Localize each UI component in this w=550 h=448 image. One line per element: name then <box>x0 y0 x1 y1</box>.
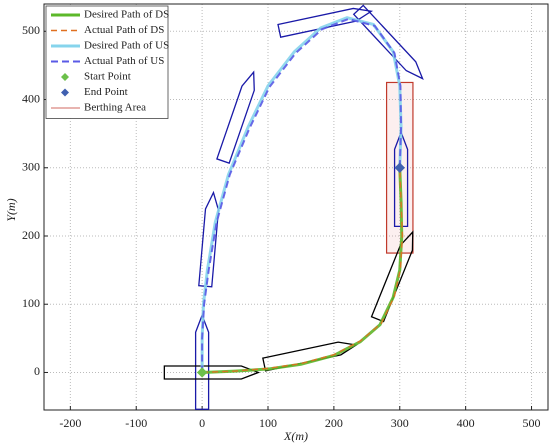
series-line <box>201 17 403 373</box>
y-tick-label: 0 <box>34 364 40 378</box>
ship <box>194 313 210 410</box>
x-tick-label: 400 <box>457 416 475 430</box>
x-axis-label: X(m) <box>283 429 308 443</box>
y-tick-label: 500 <box>22 23 40 37</box>
y-tick-label: 300 <box>22 160 40 174</box>
x-tick-label: 200 <box>325 416 343 430</box>
legend-label: Actual Path of US <box>84 55 164 67</box>
legend-box <box>45 5 169 119</box>
plot-frame <box>43 3 549 411</box>
ship <box>216 70 255 164</box>
x-tick-label: 0 <box>199 416 205 430</box>
ship <box>393 130 409 228</box>
y-axis-label: Y(m) <box>4 198 18 221</box>
ship <box>262 341 358 372</box>
y-tick-label: 200 <box>22 228 40 242</box>
y-tick-label: 400 <box>22 91 40 105</box>
y-tick-label: 100 <box>22 296 40 310</box>
legend-label: Start Point <box>84 71 131 83</box>
series-line <box>202 167 404 374</box>
legend-label: Desired Path of DS <box>84 9 169 21</box>
ship <box>198 190 220 288</box>
series-line <box>200 16 403 373</box>
ship <box>352 4 424 80</box>
legend-label: Desired Path of US <box>84 40 169 52</box>
ship <box>163 365 261 380</box>
ship <box>277 7 374 38</box>
x-tick-label: -200 <box>59 416 81 430</box>
x-tick-label: 100 <box>259 416 277 430</box>
series-line <box>202 167 404 374</box>
point-marker <box>196 367 208 378</box>
legend-swatch <box>61 88 69 97</box>
legend-label: Berthing Area <box>84 102 146 114</box>
legend: Desired Path of DS Actual Path of DS Desir… <box>45 5 169 119</box>
legend-label: End Point <box>84 86 128 98</box>
x-tick-label: -100 <box>125 416 147 430</box>
x-tick-label: 500 <box>523 416 541 430</box>
legend-swatch <box>61 73 69 81</box>
point-marker <box>394 162 405 173</box>
x-tick-label: 300 <box>391 416 409 430</box>
legend-label: Actual Path of DS <box>84 24 164 36</box>
